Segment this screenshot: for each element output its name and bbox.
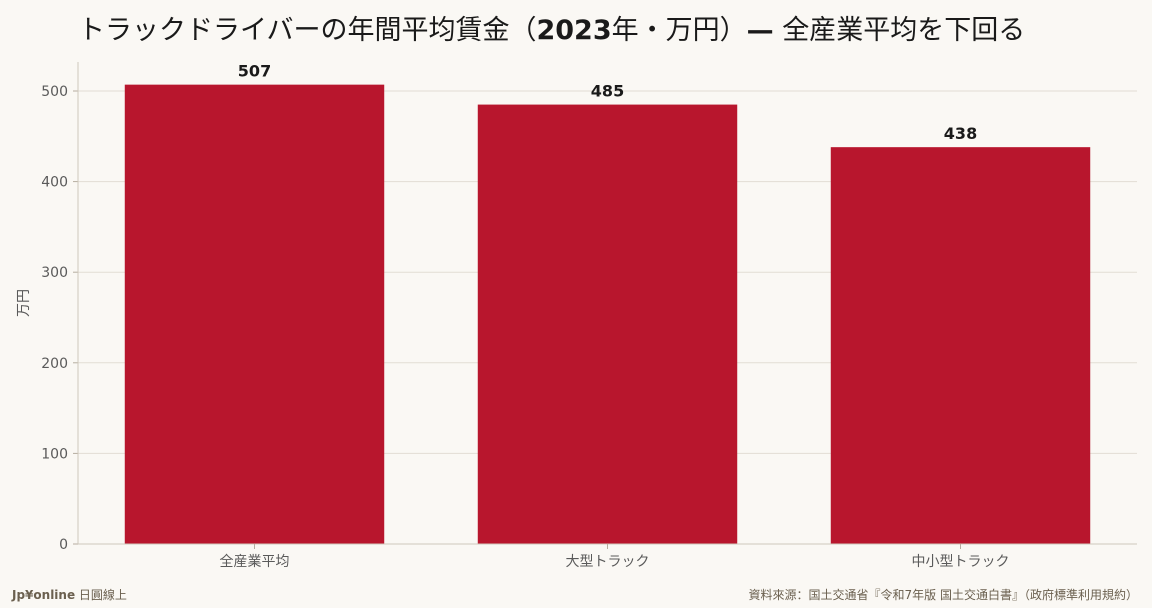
x-tick-label: 全産業平均	[220, 553, 290, 570]
data-label: 507	[238, 62, 271, 81]
bars	[124, 84, 1091, 545]
bar	[477, 104, 738, 545]
y-tick-label: 500	[41, 84, 68, 100]
title-part2: 年・万円）	[611, 15, 747, 46]
title-year: 2023	[536, 15, 612, 46]
chart-title: トラックドライバーの年間平均賃金（2023年・万円）— 全産業平均を下回る	[78, 8, 1025, 47]
labels: 0 100 200 300 400 500 万円 507 全産業平均 485 大型トラック 438 中小…	[16, 62, 1010, 570]
title-part3: 全産業平均を下回る	[773, 15, 1026, 46]
axes	[73, 62, 1137, 549]
footer-brand: Jp¥online 日圓線上	[12, 586, 127, 603]
brand-suffix: 日圓線上	[75, 588, 127, 602]
title-part1: トラックドライバーの年間平均賃金（	[78, 15, 537, 46]
y-tick-label: 200	[41, 356, 68, 372]
x-tick-label: 中小型トラック	[912, 554, 1010, 570]
y-tick-label: 100	[41, 446, 68, 462]
source-note: 資料來源：国土交通省『令和7年版 国土交通白書』（政府標準利用規約）	[748, 588, 1138, 602]
title-dash: —	[746, 15, 774, 46]
y-tick-label: 400	[41, 175, 68, 191]
bar	[830, 147, 1091, 545]
data-label: 438	[944, 124, 977, 143]
x-tick-label: 大型トラック	[566, 554, 650, 570]
y-axis-label: 万円	[16, 289, 32, 317]
data-label: 485	[591, 82, 624, 101]
brand-name: Jp¥online	[12, 588, 76, 602]
y-tick-label: 0	[59, 537, 68, 553]
bar	[124, 84, 385, 544]
y-tick-label: 300	[41, 265, 68, 281]
